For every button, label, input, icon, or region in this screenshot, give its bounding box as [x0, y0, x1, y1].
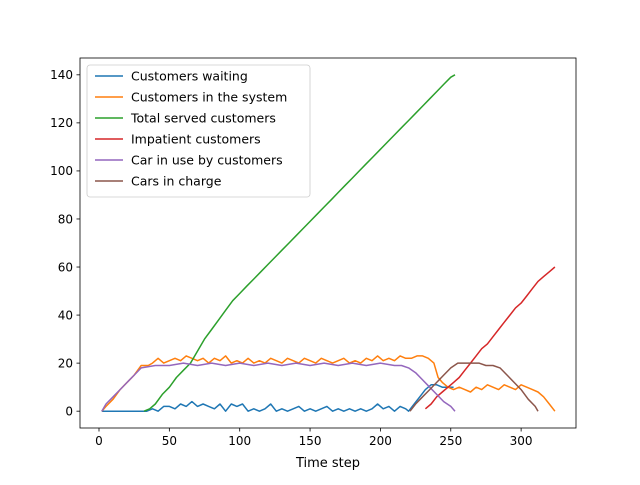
x-tick-label: 200 [369, 434, 392, 448]
x-tick-label: 0 [95, 434, 103, 448]
y-tick-label: 20 [58, 356, 73, 370]
x-tick-label: 150 [299, 434, 322, 448]
plot-frame [79, 57, 577, 429]
y-tick-label: 40 [58, 308, 73, 322]
y-tick-label: 60 [58, 260, 73, 274]
series-line-5 [409, 362, 539, 412]
legend-label-1: Customers in the system [131, 90, 287, 105]
legend-label-4: Car in use by customers [131, 153, 283, 168]
x-tick-label: 50 [162, 434, 177, 448]
x-axis-label: Time step [295, 456, 360, 471]
x-tick-label: 100 [228, 434, 251, 448]
legend: Customers waiting Customers in the system… [86, 64, 311, 198]
y-axis-ticks: 0 20 40 60 80 100 120 140 [50, 68, 80, 418]
legend-label-0: Customers waiting [131, 69, 248, 84]
x-axis-ticks: 0 50 100 150 200 250 300 [95, 428, 533, 448]
series-lines [101, 74, 556, 412]
legend-label-2: Total served customers [130, 111, 276, 126]
legend-label-3: Impatient customers [131, 132, 261, 147]
legend-box [86, 64, 311, 198]
series-line-2 [143, 74, 456, 412]
series-line-3 [424, 266, 556, 410]
series-line-1 [101, 355, 556, 412]
series-line-4 [101, 362, 456, 412]
y-tick-label: 120 [50, 116, 73, 130]
y-tick-label: 100 [50, 164, 73, 178]
legend-label-5: Cars in charge [131, 174, 222, 189]
y-tick-label: 80 [58, 212, 73, 226]
y-tick-label: 140 [50, 68, 73, 82]
x-tick-label: 300 [510, 434, 533, 448]
x-tick-label: 250 [439, 434, 462, 448]
y-tick-label: 0 [65, 404, 73, 418]
series-line-0 [101, 384, 454, 412]
